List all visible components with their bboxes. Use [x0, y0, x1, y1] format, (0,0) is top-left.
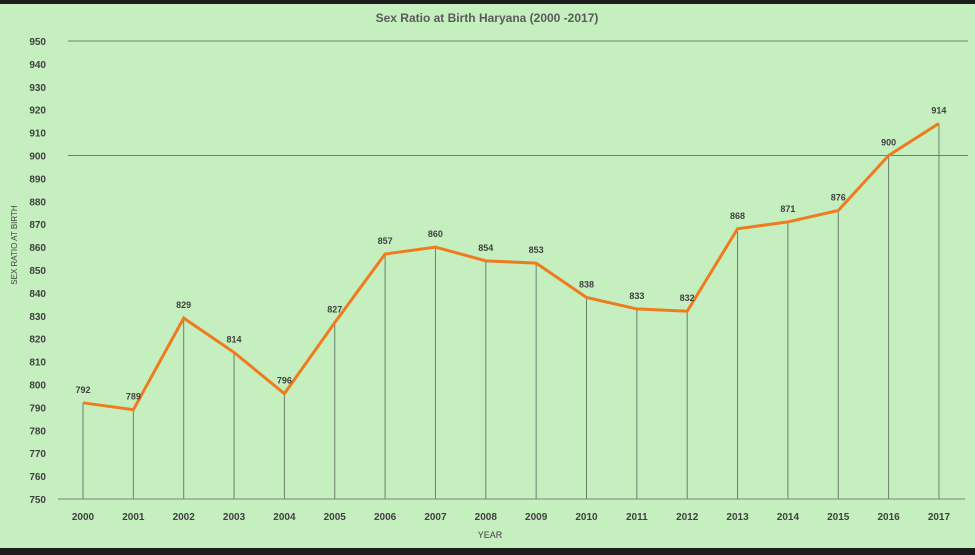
x-tick-label: 2002 [173, 512, 196, 523]
data-label: 860 [428, 229, 443, 239]
chart-title: Sex Ratio at Birth Haryana (2000 -2017) [376, 11, 599, 25]
x-tick-label: 2004 [273, 512, 296, 523]
data-label: 854 [478, 243, 493, 253]
data-label: 868 [730, 211, 745, 221]
data-label: 796 [277, 376, 292, 386]
y-tick-label: 890 [29, 174, 46, 185]
y-tick-label: 830 [29, 312, 46, 323]
data-label: 833 [629, 291, 644, 301]
y-tick-label: 840 [29, 289, 46, 300]
y-tick-label: 900 [29, 152, 46, 163]
data-label: 838 [579, 279, 594, 289]
y-tick-label: 930 [29, 83, 46, 94]
data-label: 789 [126, 392, 141, 402]
data-label: 829 [176, 300, 191, 310]
x-tick-label: 2015 [827, 512, 850, 523]
data-label: 827 [327, 305, 342, 315]
y-tick-label: 880 [29, 197, 46, 208]
x-tick-label: 2011 [626, 512, 648, 523]
y-tick-label: 760 [29, 472, 46, 483]
data-label: 914 [931, 105, 946, 115]
x-tick-label: 2012 [676, 512, 699, 523]
data-label: 832 [680, 293, 695, 303]
x-tick-label: 2001 [122, 512, 145, 523]
data-label: 876 [831, 192, 846, 202]
y-tick-label: 790 [29, 403, 46, 414]
y-axis-ticks: 750 760 770 780 790 800 810 820 830 840 850 860 870 8… [29, 37, 46, 506]
y-tick-label: 920 [29, 106, 46, 117]
y-tick-label: 950 [29, 37, 46, 48]
data-label: 853 [529, 245, 544, 255]
x-tick-label: 2013 [726, 512, 749, 523]
x-axis-label: YEAR [478, 530, 503, 540]
x-tick-label: 2003 [223, 512, 246, 523]
y-tick-label: 860 [29, 243, 46, 254]
y-axis-label: SEX RATIO AT BIRTH [10, 205, 19, 285]
x-tick-label: 2008 [475, 512, 498, 523]
x-tick-label: 2014 [777, 512, 800, 523]
x-tick-label: 2006 [374, 512, 397, 523]
y-tick-label: 770 [29, 449, 46, 460]
y-tick-label: 850 [29, 266, 46, 277]
drop-lines [82, 123, 940, 499]
y-tick-label: 820 [29, 335, 46, 346]
x-tick-label: 2017 [928, 512, 951, 523]
y-tick-label: 940 [29, 60, 46, 71]
data-label: 814 [227, 334, 242, 344]
y-tick-label: 810 [29, 358, 46, 369]
data-label: 900 [881, 138, 896, 148]
x-tick-label: 2009 [525, 512, 548, 523]
y-tick-label: 870 [29, 220, 46, 231]
data-label: 871 [780, 204, 795, 214]
x-tick-label: 2016 [877, 512, 900, 523]
x-tick-label: 2000 [72, 512, 95, 523]
y-tick-label: 910 [29, 129, 46, 140]
x-tick-label: 2010 [575, 512, 598, 523]
chart-background [0, 4, 975, 548]
data-labels: 792 789 829 814 796 827 857 860 854 853 838 833 832 8… [75, 105, 946, 401]
reference-lines [68, 40, 968, 156]
data-label: 792 [75, 385, 90, 395]
y-tick-label: 800 [29, 381, 46, 392]
x-axis-ticks: 2000 2001 2002 2003 2004 2005 2006 2007 2008 2009… [72, 512, 951, 523]
data-label: 857 [378, 236, 393, 246]
y-tick-label: 750 [29, 495, 46, 506]
x-tick-label: 2007 [424, 512, 447, 523]
y-tick-label: 780 [29, 426, 46, 437]
x-tick-label: 2005 [324, 512, 347, 523]
series-line [82, 122, 940, 412]
